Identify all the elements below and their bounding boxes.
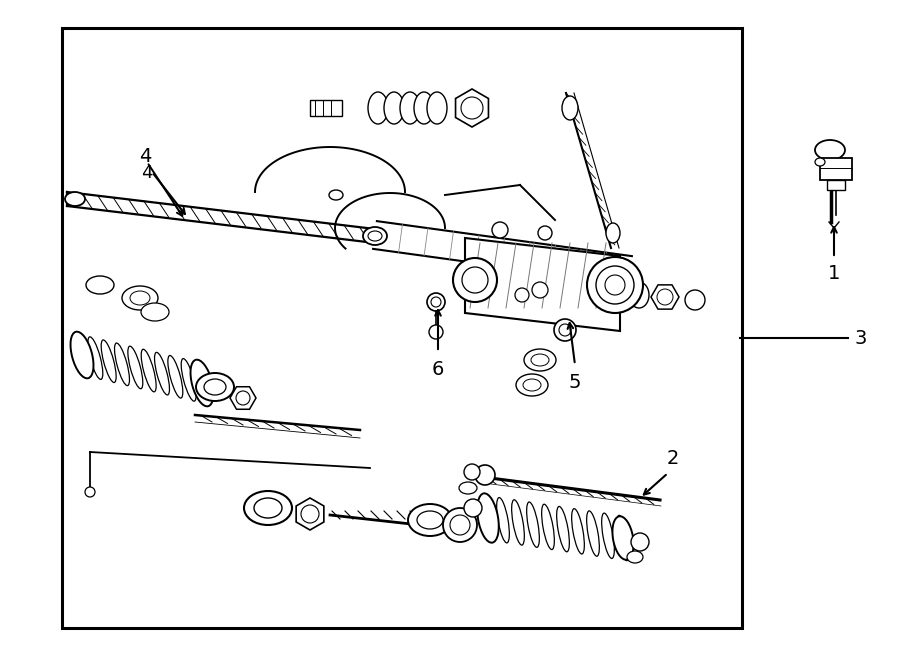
Circle shape (301, 505, 319, 523)
Ellipse shape (572, 509, 584, 554)
Ellipse shape (453, 258, 497, 302)
Ellipse shape (191, 360, 213, 407)
Circle shape (464, 464, 480, 480)
Ellipse shape (482, 495, 494, 541)
Ellipse shape (114, 343, 130, 385)
Bar (827, 180, 845, 190)
Ellipse shape (196, 373, 234, 401)
Ellipse shape (254, 498, 282, 518)
Circle shape (475, 465, 495, 485)
Ellipse shape (602, 513, 615, 559)
Ellipse shape (526, 502, 539, 547)
Ellipse shape (596, 266, 634, 304)
Ellipse shape (531, 354, 549, 366)
Ellipse shape (612, 516, 634, 560)
Ellipse shape (616, 516, 629, 561)
Ellipse shape (368, 231, 382, 241)
Circle shape (631, 533, 649, 551)
Ellipse shape (443, 508, 477, 542)
Ellipse shape (450, 515, 470, 535)
Ellipse shape (542, 504, 554, 549)
Ellipse shape (181, 359, 196, 401)
Ellipse shape (431, 297, 441, 307)
Ellipse shape (75, 334, 89, 376)
Ellipse shape (497, 498, 509, 543)
Polygon shape (651, 285, 679, 309)
Ellipse shape (101, 340, 116, 383)
Text: 3: 3 (855, 329, 868, 348)
Ellipse shape (130, 291, 150, 305)
Polygon shape (455, 89, 489, 127)
Text: 2: 2 (667, 449, 680, 468)
Ellipse shape (427, 293, 445, 311)
Text: 1: 1 (828, 264, 841, 283)
Circle shape (532, 282, 548, 298)
Ellipse shape (606, 223, 620, 243)
Bar (62, 28, 742, 628)
Ellipse shape (427, 92, 447, 124)
Ellipse shape (88, 337, 103, 379)
Ellipse shape (587, 511, 599, 556)
Ellipse shape (204, 379, 226, 395)
Ellipse shape (605, 275, 625, 295)
Ellipse shape (168, 356, 183, 398)
Ellipse shape (408, 504, 452, 536)
Ellipse shape (815, 158, 825, 166)
Text: 4: 4 (139, 147, 151, 166)
Ellipse shape (155, 352, 169, 395)
Polygon shape (296, 498, 324, 530)
Polygon shape (230, 387, 256, 409)
Ellipse shape (400, 92, 420, 124)
Ellipse shape (462, 267, 488, 293)
Circle shape (236, 391, 250, 405)
Ellipse shape (477, 493, 499, 543)
Ellipse shape (429, 325, 443, 339)
Ellipse shape (516, 374, 548, 396)
Polygon shape (465, 238, 620, 331)
Text: 6: 6 (432, 360, 445, 379)
Ellipse shape (194, 362, 210, 405)
Ellipse shape (557, 506, 570, 552)
Ellipse shape (459, 482, 477, 494)
Circle shape (461, 97, 483, 119)
Ellipse shape (128, 346, 143, 389)
Ellipse shape (523, 379, 541, 391)
Ellipse shape (414, 92, 434, 124)
Ellipse shape (70, 332, 94, 378)
Ellipse shape (141, 349, 156, 392)
Ellipse shape (417, 511, 443, 529)
Circle shape (611, 274, 629, 292)
Ellipse shape (244, 491, 292, 525)
Ellipse shape (524, 349, 556, 371)
Bar (820, 158, 852, 180)
Ellipse shape (512, 500, 525, 545)
Ellipse shape (629, 282, 649, 308)
Ellipse shape (329, 190, 343, 200)
Text: 5: 5 (569, 373, 581, 392)
Ellipse shape (368, 92, 388, 124)
Ellipse shape (122, 286, 158, 310)
Ellipse shape (492, 222, 508, 238)
Ellipse shape (86, 276, 114, 294)
Ellipse shape (363, 227, 387, 245)
Ellipse shape (815, 140, 845, 160)
Ellipse shape (538, 226, 552, 240)
Ellipse shape (554, 319, 576, 341)
Ellipse shape (65, 192, 85, 206)
Ellipse shape (384, 92, 404, 124)
Ellipse shape (141, 303, 169, 321)
Circle shape (685, 290, 705, 310)
Ellipse shape (587, 257, 643, 313)
Circle shape (85, 487, 95, 497)
Ellipse shape (627, 551, 643, 563)
Bar (310, 100, 342, 116)
Ellipse shape (562, 96, 578, 120)
Circle shape (464, 499, 482, 517)
Text: 4: 4 (141, 164, 153, 182)
Circle shape (515, 288, 529, 302)
Ellipse shape (559, 324, 571, 336)
Circle shape (657, 289, 673, 305)
